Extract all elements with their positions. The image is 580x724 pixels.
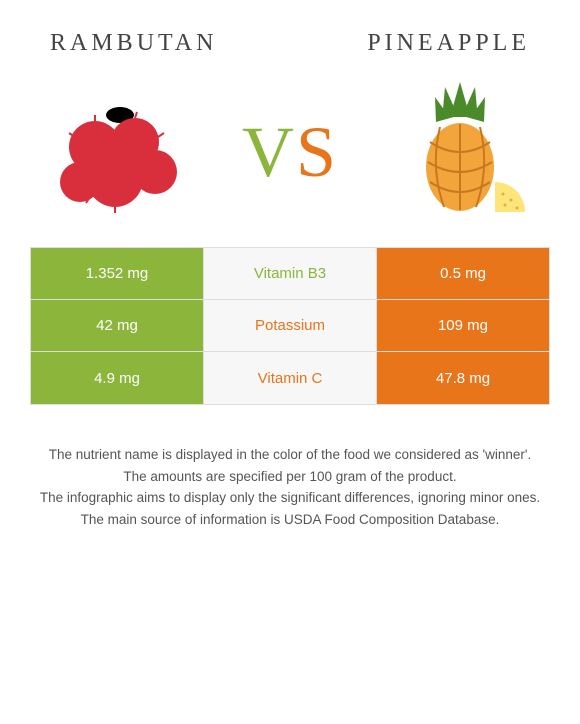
left-value: 1.352 mg [31, 248, 204, 299]
nutrient-name: Potassium [204, 300, 377, 351]
nutrient-name: Vitamin C [204, 352, 377, 404]
footer-line: The infographic aims to display only the… [30, 488, 550, 508]
right-value: 109 mg [377, 300, 549, 351]
comparison-table: 1.352 mg Vitamin B3 0.5 mg 42 mg Potassi… [30, 247, 550, 405]
right-value: 0.5 mg [377, 248, 549, 299]
header: Rambutan Pineapple [0, 0, 580, 67]
table-row: 4.9 mg Vitamin C 47.8 mg [31, 352, 549, 404]
rambutan-image [40, 87, 200, 217]
left-value: 42 mg [31, 300, 204, 351]
pineapple-image [380, 87, 540, 217]
right-title: Pineapple [367, 30, 530, 57]
table-row: 1.352 mg Vitamin B3 0.5 mg [31, 248, 549, 300]
footer-line: The main source of information is USDA F… [30, 510, 550, 530]
rambutan-icon [40, 87, 200, 217]
left-title: Rambutan [50, 30, 217, 57]
footer-notes: The nutrient name is displayed in the co… [0, 445, 580, 529]
vs-v: V [242, 112, 296, 192]
table-row: 42 mg Potassium 109 mg [31, 300, 549, 352]
right-value: 47.8 mg [377, 352, 549, 404]
nutrient-name: Vitamin B3 [204, 248, 377, 299]
left-value: 4.9 mg [31, 352, 204, 404]
footer-line: The amounts are specified per 100 gram o… [30, 467, 550, 487]
pineapple-icon [380, 72, 540, 232]
vs-s: S [296, 112, 338, 192]
footer-line: The nutrient name is displayed in the co… [30, 445, 550, 465]
vs-label: VS [242, 111, 338, 194]
images-row: VS [0, 67, 580, 247]
